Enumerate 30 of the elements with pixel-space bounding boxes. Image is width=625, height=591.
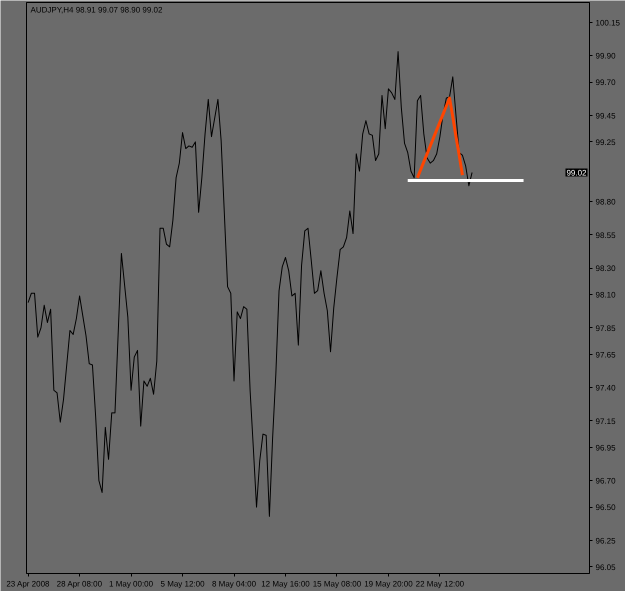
chart-title: AUDJPY,H4 98.91 99.07 98.90 99.02: [30, 6, 163, 14]
x-tick-label: 8 May 04:00: [212, 580, 257, 588]
y-tick-label: 97.40: [596, 384, 616, 393]
y-tick-label: 96.25: [596, 536, 616, 546]
y-tick-label: 98.10: [596, 290, 616, 300]
y-tick-label: 96.70: [596, 476, 616, 486]
y-tick-label: 96.05: [596, 562, 616, 572]
y-tick-label: 98.30: [596, 264, 616, 274]
x-tick-label: 23 Apr 2008: [6, 580, 50, 588]
x-tick-label: 28 Apr 08:00: [56, 580, 103, 588]
x-tick-label: 1 May 00:00: [109, 580, 154, 588]
x-tick-label: 12 May 16:00: [261, 580, 310, 588]
y-tick-label: 96.50: [596, 503, 616, 512]
y-tick-label: 97.65: [596, 350, 616, 360]
y-tick-label: 99.25: [596, 138, 616, 147]
y-tick-label: 99.45: [596, 111, 616, 120]
y-tick-label: 99.90: [596, 52, 616, 61]
y-tick-label: 96.95: [596, 443, 616, 452]
y-tick-label: 97.15: [596, 416, 616, 426]
y-tick-label: 99.70: [596, 78, 616, 88]
y-tick-label: 97.85: [596, 324, 616, 333]
x-tick-label: 5 May 12:00: [160, 580, 206, 588]
x-tick-label: 15 May 08:00: [312, 580, 362, 588]
x-tick-label: 19 May 20:00: [364, 580, 414, 588]
y-tick-label: 98.55: [596, 230, 616, 240]
y-tick-label: 100.15: [596, 18, 621, 28]
annotation: 99.02: [566, 168, 588, 178]
line-series: [416, 96, 464, 180]
y-tick-label: 98.80: [596, 198, 616, 207]
x-tick-label: 22 May 12:00: [416, 580, 465, 588]
